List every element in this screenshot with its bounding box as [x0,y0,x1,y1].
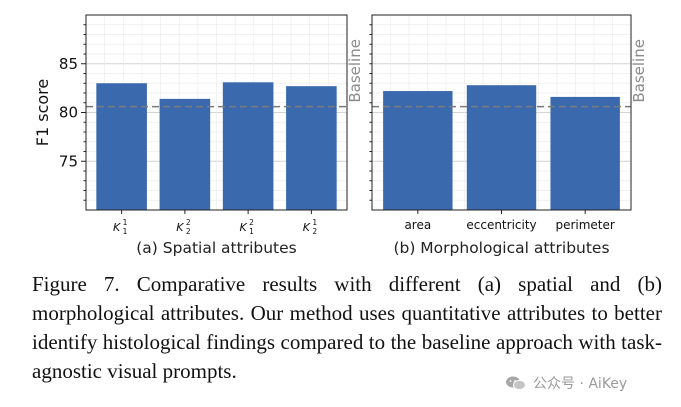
baseline-label: Baseline [630,39,648,103]
x-tick-superscript: 2 [249,218,254,227]
x-tick-superscript: 2 [186,218,191,227]
bar [550,96,620,210]
x-tick-subscript: 1 [123,227,128,236]
bar [383,91,453,210]
x-tick-label: eccentricity [466,218,536,232]
bar [96,83,147,210]
x-tick-subscript: 2 [186,227,191,236]
baseline-label: Baseline [346,39,364,103]
x-tick-label: K [240,221,248,234]
y-tick-label: 75 [59,152,78,170]
x-tick-superscript: 1 [123,218,128,227]
bar [286,86,337,210]
x-tick-subscript: 1 [249,227,254,236]
watermark: 公众号 · AiKey [505,373,627,393]
panel-subtitle: (a) Spatial attributes [136,239,297,257]
watermark-text: 公众号 · AiKey [533,376,628,392]
x-tick-label: K [113,221,121,234]
x-tick-subscript: 2 [312,227,317,236]
wechat-icon [506,376,526,391]
bar [466,85,537,210]
bar [159,98,211,210]
y-tick-label: 80 [59,104,78,122]
x-tick-label: K [303,221,311,234]
y-axis-label: F1 score [33,79,52,146]
x-tick-label: K [176,221,184,234]
y-tick-label: 85 [59,55,78,73]
panel-b-morphological: Baseline area eccentricity perimeter (b) Mor… [369,14,648,257]
panel-subtitle: (b) Morphological attributes [393,239,609,257]
figure-caption: Figure 7. Comparative results with diffe… [32,272,662,383]
x-tick-superscript: 1 [312,218,317,227]
bar [222,82,274,210]
x-tick-label: perimeter [555,218,614,232]
x-tick-label: area [404,218,431,232]
